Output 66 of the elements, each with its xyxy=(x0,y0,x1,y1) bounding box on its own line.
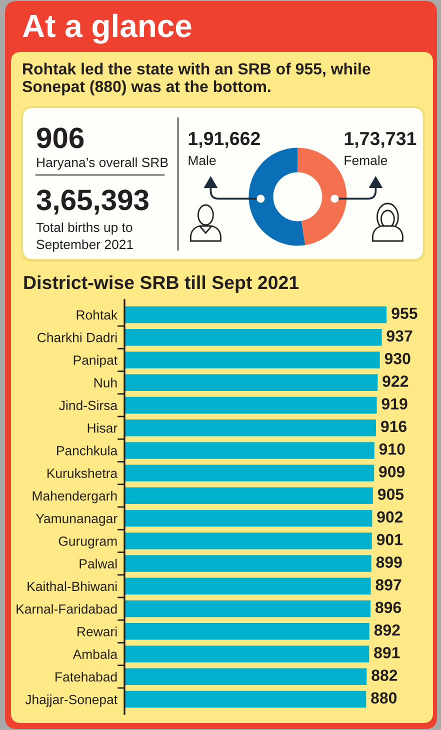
bar xyxy=(124,623,370,640)
data-label: 896 xyxy=(375,602,402,614)
bar xyxy=(124,532,372,550)
y-tick-label: Palwal xyxy=(80,558,117,568)
data-label: 922 xyxy=(382,376,408,387)
bar xyxy=(124,510,372,527)
text: Haryana’s overall SRB xyxy=(37,157,168,170)
y-tick-label: Panchkula xyxy=(57,446,118,456)
y-tick-label: Karnal-Faridabad xyxy=(16,604,117,614)
bar xyxy=(124,555,372,572)
y-tick-label: Rohtak xyxy=(76,310,118,320)
text: At a glance xyxy=(22,14,192,44)
y-tick-label: Kurukshetra xyxy=(48,468,118,478)
y-tick-label: Jhajjar-Sonepat xyxy=(25,694,118,707)
data-label: 905 xyxy=(378,488,404,500)
data-label: 899 xyxy=(376,556,402,568)
y-tick-label: Mahendergarh xyxy=(32,490,117,504)
bar xyxy=(124,352,380,368)
slice-label: Female xyxy=(344,155,388,166)
data-label: 902 xyxy=(377,511,403,523)
data-label: 919 xyxy=(382,398,408,410)
bar xyxy=(124,646,370,662)
bar xyxy=(124,487,373,504)
bar xyxy=(124,396,377,414)
data-label: 916 xyxy=(380,420,407,432)
y-tick-label: Gurugram xyxy=(58,536,117,548)
bar xyxy=(124,668,367,686)
y-tick-label: Charkhi Dadri xyxy=(38,332,117,342)
data-label: 910 xyxy=(379,443,405,455)
text: Rohtak led the state with an SRB of 955, while Sonepat (880) was at the bottom. xyxy=(22,62,370,96)
y-tick-label: Jind-Sirsa xyxy=(59,400,118,410)
y-tick-label: Panipat xyxy=(74,355,118,368)
text: Total births up to September 2021 xyxy=(36,222,133,252)
bar xyxy=(124,306,387,324)
data-label: 955 xyxy=(392,308,418,319)
bar xyxy=(124,374,378,391)
data-label: 891 xyxy=(374,647,400,658)
y-tick-label: Nuh xyxy=(94,378,117,388)
chart-title: District-wise SRB till Sept 2021 xyxy=(24,275,299,293)
y-tick-label: Fatehabad xyxy=(56,672,117,682)
data-label: 880 xyxy=(371,692,397,704)
bar xyxy=(124,419,376,436)
bar xyxy=(124,690,366,708)
y-tick-label: Yamunanagar xyxy=(36,514,118,526)
data-label: 909 xyxy=(379,466,405,478)
data-label: 901 xyxy=(376,534,403,546)
slice-label: Male xyxy=(188,155,216,166)
y-tick-label: Kaithal-Bhiwani xyxy=(28,581,117,592)
bar xyxy=(124,328,382,346)
text: 3,65,393 xyxy=(36,190,148,215)
text: 906 xyxy=(37,128,84,148)
y-tick-label: Rewari xyxy=(78,626,117,636)
data-label: 892 xyxy=(374,624,400,636)
data-label: 1,73,731 xyxy=(344,132,416,148)
y-tick-label: Hisar xyxy=(88,423,118,433)
y-tick-label: Ambala xyxy=(72,649,118,659)
data-label: 897 xyxy=(376,579,402,590)
data-label: 930 xyxy=(384,352,410,364)
bar xyxy=(124,600,370,618)
bar xyxy=(124,464,374,482)
data-label: 882 xyxy=(372,670,398,681)
donut-slice xyxy=(248,148,306,246)
data-label: 1,91,662 xyxy=(188,132,260,148)
bar xyxy=(124,442,374,459)
bar xyxy=(124,578,371,595)
data-label: 937 xyxy=(386,330,412,342)
